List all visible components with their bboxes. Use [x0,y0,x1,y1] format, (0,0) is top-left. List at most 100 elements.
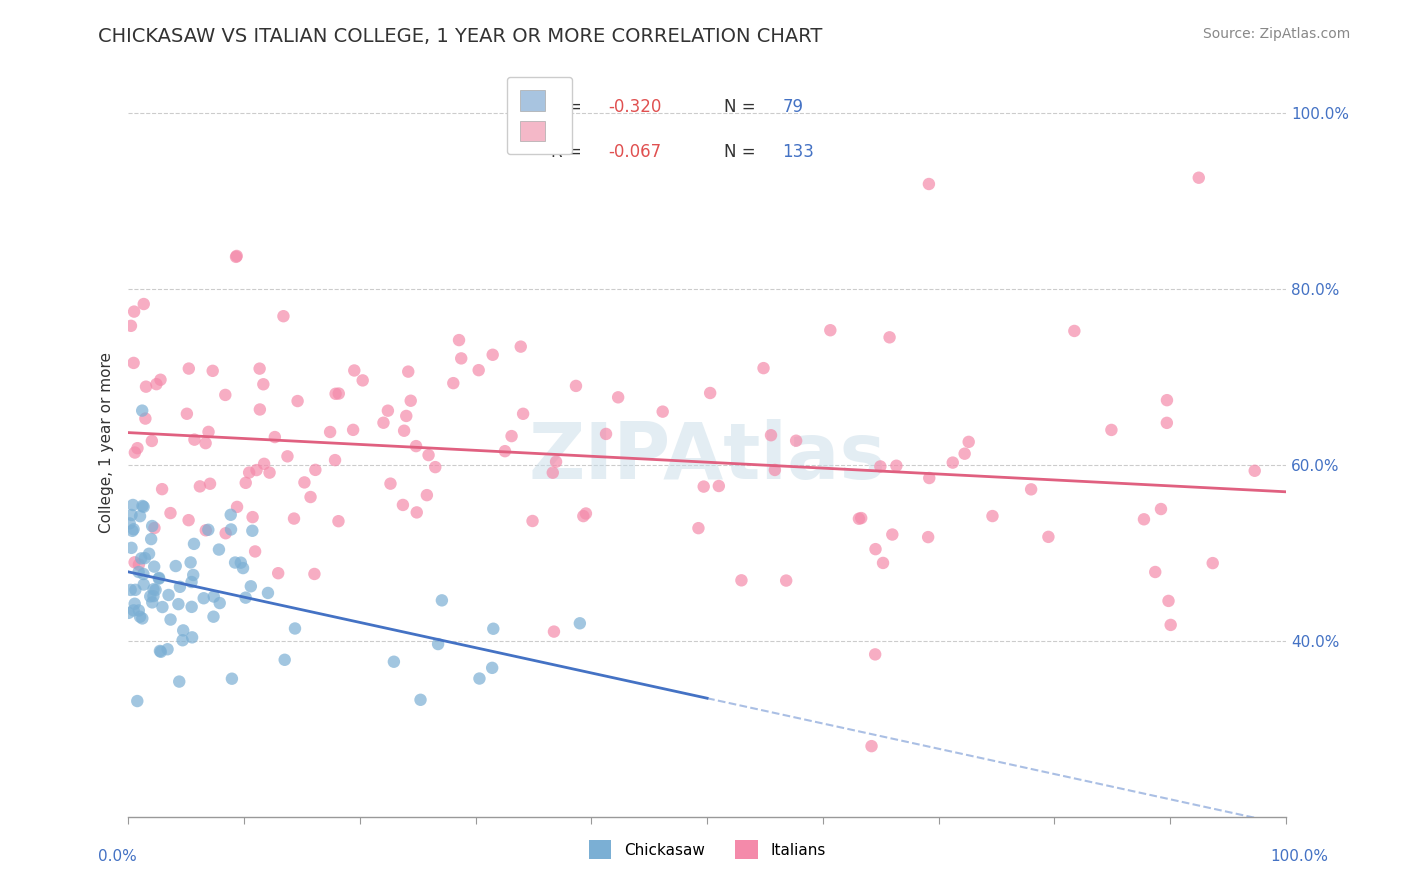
Point [167,597,190,611]
Point [141,532,163,546]
Point [692,480,714,494]
Point [142,589,165,603]
Text: -0.320: -0.320 [609,98,662,117]
Point [481,348,503,362]
Point [141,595,163,609]
Point [450,351,472,366]
Point [396,365,419,379]
Point [148,571,170,585]
Point [263,430,285,444]
Point [1157,594,1180,608]
Point [127,694,149,708]
Point [325,386,347,401]
Point [120,582,142,597]
Point [202,609,225,624]
Point [287,394,309,409]
Point [177,361,200,376]
Point [447,333,470,347]
Point [148,572,170,586]
Point [208,542,231,557]
Text: Source: ZipAtlas.com: Source: ZipAtlas.com [1202,27,1350,41]
Point [131,403,153,417]
Point [957,434,980,449]
Point [183,537,205,551]
Point [139,590,162,604]
Point [202,590,225,604]
Point [134,411,156,425]
Point [245,463,267,477]
Point [188,479,211,493]
Point [509,340,531,354]
Point [149,373,172,387]
Point [860,739,883,753]
Point [124,582,146,597]
Point [494,444,516,458]
Point [180,556,202,570]
Point [319,425,342,439]
Point [373,416,395,430]
Point [953,447,976,461]
Point [132,566,155,581]
Point [425,460,447,475]
Text: ZIPAtlas: ZIPAtlas [529,419,886,495]
Point [763,463,786,477]
Point [273,309,295,323]
Point [128,558,150,572]
Point [141,519,163,533]
Point [257,586,280,600]
Text: -0.067: -0.067 [609,144,662,161]
Point [405,505,427,519]
Point [392,424,415,438]
Point [122,522,145,536]
Point [129,609,152,624]
Point [124,597,146,611]
Point [328,514,350,528]
Point [917,530,939,544]
Legend: , : , [508,77,572,154]
Point [124,445,146,459]
Point [283,511,305,525]
Point [143,559,166,574]
Point [651,404,673,418]
Point [267,566,290,581]
Text: 79: 79 [782,98,803,117]
Point [441,376,464,391]
Point [1144,565,1167,579]
Point [1243,464,1265,478]
Point [1019,483,1042,497]
Point [1099,423,1122,437]
Point [572,509,595,524]
Point [382,655,405,669]
Point [869,459,891,474]
Point [128,603,150,617]
Point [129,551,152,566]
Point [522,514,544,528]
Point [430,593,453,607]
Point [194,436,217,450]
Point [152,600,174,615]
Point [380,476,402,491]
Point [208,596,231,610]
Point [688,521,710,535]
Point [1038,530,1060,544]
Point [121,508,143,522]
Point [197,523,219,537]
Point [167,674,190,689]
Point [323,453,346,467]
Text: CHICKASAW VS ITALIAN COLLEGE, 1 YEAR OR MORE CORRELATION CHART: CHICKASAW VS ITALIAN COLLEGE, 1 YEAR OR … [98,27,823,45]
Point [882,527,904,541]
Point [226,500,249,514]
Point [219,508,242,522]
Point [865,542,887,557]
Point [1063,324,1085,338]
Text: R =: R = [551,144,586,161]
Point [481,661,503,675]
Point [416,488,439,502]
Point [243,544,266,558]
Point [409,693,432,707]
Point [193,591,215,606]
Point [730,574,752,588]
Point [399,393,422,408]
Point [276,450,298,464]
Point [121,524,143,538]
